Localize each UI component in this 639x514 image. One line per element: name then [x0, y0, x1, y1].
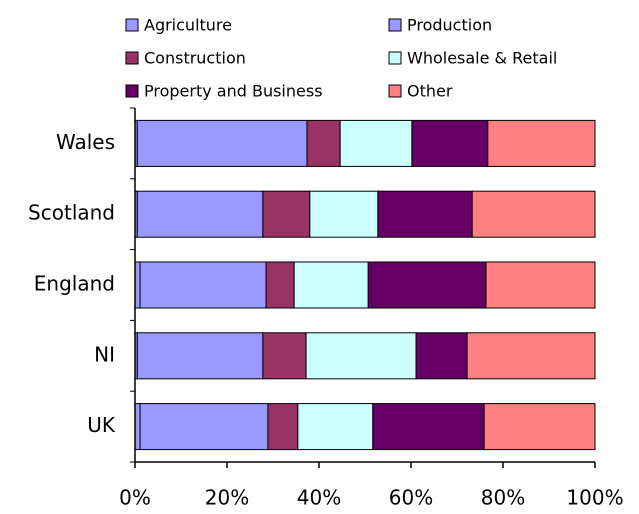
bar-segment [471, 190, 596, 238]
x-tick-label: 100% [566, 486, 623, 510]
legend-swatch [125, 51, 139, 65]
x-tick-label: 0% [119, 486, 151, 510]
bar-segment [309, 190, 379, 238]
bar-segment [136, 190, 264, 238]
bar-segment [411, 119, 489, 167]
legend-label: Wholesale & Retail [407, 49, 557, 68]
bar-segment [134, 261, 141, 309]
y-tick-label: Scotland [28, 201, 115, 225]
x-tick-label: 40% [297, 486, 341, 510]
bar-segment [262, 332, 307, 380]
bar-segment [139, 403, 269, 451]
bar-segment [305, 332, 417, 380]
legend-swatch [388, 18, 402, 32]
bar-segment [487, 119, 596, 167]
x-tick-label: 20% [205, 486, 249, 510]
bar-segment [466, 332, 596, 380]
legend-swatch [388, 84, 402, 98]
legend-label: Production [407, 16, 492, 35]
legend-label: Construction [144, 49, 246, 68]
bar-segment [306, 119, 341, 167]
bar-segment [293, 261, 369, 309]
bar-segment [415, 332, 468, 380]
bar-segment [483, 403, 596, 451]
legend-label: Agriculture [144, 16, 232, 35]
bar-segment [485, 261, 596, 309]
bar-segment [265, 261, 295, 309]
legend-label: Other [407, 82, 453, 101]
x-tick-label: 60% [389, 486, 433, 510]
bar-segment [262, 190, 311, 238]
legend-swatch [388, 51, 402, 65]
y-tick-label: UK [87, 413, 116, 437]
bar-segment [372, 403, 485, 451]
y-tick-label: Wales [56, 130, 115, 154]
bar-segment [136, 332, 264, 380]
bar-segment [339, 119, 413, 167]
bar-segment [139, 261, 267, 309]
bar-segment [297, 403, 374, 451]
bar-segment [267, 403, 299, 451]
y-tick-label: NI [94, 342, 115, 366]
legend-swatch [125, 84, 139, 98]
legend-swatch [125, 18, 139, 32]
y-tick-label: England [34, 272, 115, 296]
bar-segment [367, 261, 487, 309]
bar-segment [134, 403, 141, 451]
bar-segment [377, 190, 473, 238]
legend-label: Property and Business [144, 82, 323, 101]
x-tick-label: 80% [481, 486, 525, 510]
bar-segment [136, 119, 308, 167]
